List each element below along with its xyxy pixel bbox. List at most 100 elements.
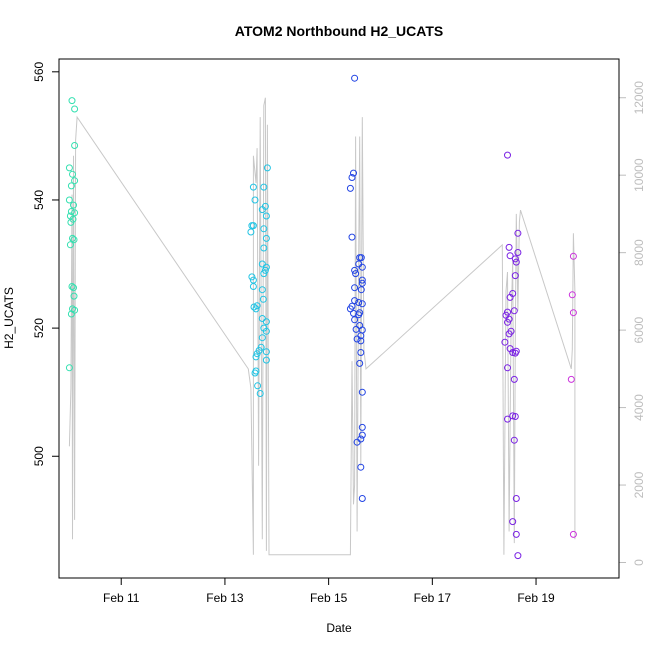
chart-title: ATOM2 Northbound H2_UCATS bbox=[235, 23, 443, 39]
y2-tick-label-2000: 2000 bbox=[632, 471, 646, 498]
data-point-feb18-28 bbox=[512, 495, 520, 502]
y-tick-label-540: 540 bbox=[32, 190, 46, 210]
data-point-feb15-14 bbox=[351, 284, 359, 292]
data-point-feb15-31 bbox=[356, 359, 364, 367]
data-point-feb13-15 bbox=[260, 270, 268, 278]
data-point-feb18-25 bbox=[511, 413, 519, 420]
data-point-feb15-4 bbox=[348, 233, 356, 241]
data-point-feb13-39 bbox=[262, 348, 270, 356]
data-point-feb13-37 bbox=[256, 390, 264, 397]
data-point-feb13-9 bbox=[260, 225, 268, 233]
data-point-feb10-3 bbox=[69, 170, 76, 178]
data-point-feb18-4 bbox=[506, 252, 514, 260]
data-point-feb13-27 bbox=[262, 327, 270, 335]
y2-tick-label-6000: 6000 bbox=[632, 316, 646, 343]
data-point-feb15-11 bbox=[358, 276, 366, 284]
data-point-feb18-16 bbox=[505, 330, 513, 338]
data-point-feb10-6 bbox=[65, 196, 73, 204]
data-point-feb15-32 bbox=[358, 388, 366, 396]
data-point-feb15-9 bbox=[351, 266, 359, 274]
data-point-feb13-5 bbox=[262, 212, 270, 220]
data-point-feb15-28 bbox=[353, 335, 361, 343]
data-point-feb19-4 bbox=[569, 530, 577, 538]
data-point-feb10-8 bbox=[67, 208, 75, 215]
data-point-feb10-17 bbox=[70, 284, 77, 292]
data-point-feb19-1 bbox=[568, 291, 576, 299]
data-point-feb18-21 bbox=[511, 349, 519, 357]
data-point-feb15-23 bbox=[351, 316, 359, 324]
data-point-feb18-19 bbox=[506, 345, 514, 353]
data-point-feb18-22 bbox=[504, 364, 511, 372]
data-point-feb15-12 bbox=[358, 279, 366, 287]
plot-frame bbox=[58, 58, 620, 579]
y-tick-label-500: 500 bbox=[32, 446, 46, 466]
data-point-feb13-22 bbox=[253, 302, 261, 310]
data-point-feb10-22 bbox=[65, 364, 73, 372]
data-point-feb15-22 bbox=[355, 311, 363, 319]
data-point-feb15-8 bbox=[358, 263, 366, 271]
data-point-feb13-35 bbox=[251, 369, 259, 377]
data-point-feb18-0 bbox=[504, 151, 511, 159]
data-point-feb13-16 bbox=[248, 273, 256, 281]
x-tick-label-15: Feb 15 bbox=[310, 591, 348, 605]
data-point-feb13-28 bbox=[258, 334, 266, 342]
data-point-feb13-21 bbox=[252, 305, 260, 313]
data-point-feb13-25 bbox=[262, 318, 270, 326]
data-point-feb15-2 bbox=[350, 169, 357, 177]
data-point-feb19-3 bbox=[567, 375, 575, 383]
data-point-feb15-17 bbox=[351, 297, 359, 305]
data-point-feb15-6 bbox=[357, 254, 365, 262]
data-point-feb18-10 bbox=[504, 308, 511, 316]
data-point-feb15-3 bbox=[346, 184, 354, 192]
data-point-feb19-0 bbox=[569, 252, 577, 260]
x-tick-label-19: Feb 19 bbox=[517, 591, 555, 605]
data-point-feb18-9 bbox=[506, 293, 514, 301]
data-point-feb15-33 bbox=[358, 423, 366, 431]
data-point-feb10-2 bbox=[65, 164, 73, 172]
data-point-feb18-14 bbox=[504, 318, 511, 326]
data-point-feb18-1 bbox=[514, 229, 522, 237]
y-tick-label-560: 560 bbox=[32, 61, 46, 81]
y-tick-label-520: 520 bbox=[32, 318, 46, 338]
secondary-line-series bbox=[68, 97, 576, 556]
data-point-feb15-29 bbox=[357, 337, 365, 345]
y-axis-label: H2_UCATS bbox=[2, 287, 16, 349]
y2-tick-label-0: 0 bbox=[632, 559, 646, 566]
data-point-feb15-0 bbox=[351, 74, 359, 82]
data-point-feb13-23 bbox=[250, 303, 258, 311]
data-point-feb15-30 bbox=[357, 349, 365, 356]
x-tick-label-11: Feb 11 bbox=[103, 591, 140, 605]
data-point-feb18-12 bbox=[510, 307, 518, 315]
data-point-feb18-2 bbox=[505, 243, 513, 251]
data-point-feb13-1 bbox=[260, 183, 268, 191]
data-point-feb18-5 bbox=[511, 255, 519, 263]
x-tick-label-13: Feb 13 bbox=[206, 591, 244, 605]
data-point-feb15-38 bbox=[358, 495, 366, 502]
data-point-feb15-16 bbox=[358, 300, 366, 308]
data-point-feb13-11 bbox=[260, 244, 268, 252]
data-point-feb10-21 bbox=[67, 310, 75, 318]
points-layer bbox=[65, 74, 577, 560]
data-point-feb18-30 bbox=[512, 530, 520, 538]
data-point-feb15-15 bbox=[355, 299, 363, 306]
data-point-feb13-18 bbox=[249, 283, 257, 290]
data-point-feb13-36 bbox=[254, 382, 262, 390]
data-point-feb15-36 bbox=[353, 438, 361, 446]
data-point-feb18-24 bbox=[509, 412, 517, 420]
line-series-layer bbox=[68, 97, 576, 556]
data-point-feb19-2 bbox=[569, 309, 577, 317]
data-point-feb18-23 bbox=[510, 375, 518, 383]
data-point-feb10-16 bbox=[68, 283, 76, 290]
data-point-feb13-7 bbox=[249, 222, 257, 230]
data-point-feb15-1 bbox=[348, 174, 356, 181]
data-point-feb10-4 bbox=[71, 177, 79, 185]
y2-tick-label-8000: 8000 bbox=[632, 239, 646, 266]
y2-tick-label-12000: 12000 bbox=[632, 81, 646, 115]
data-point-feb10-12 bbox=[67, 218, 75, 226]
data-point-feb15-13 bbox=[357, 286, 365, 294]
data-point-feb10-15 bbox=[66, 241, 74, 249]
data-point-feb10-23 bbox=[71, 142, 79, 149]
data-point-feb18-3 bbox=[514, 249, 522, 256]
data-point-feb18-26 bbox=[504, 415, 511, 423]
